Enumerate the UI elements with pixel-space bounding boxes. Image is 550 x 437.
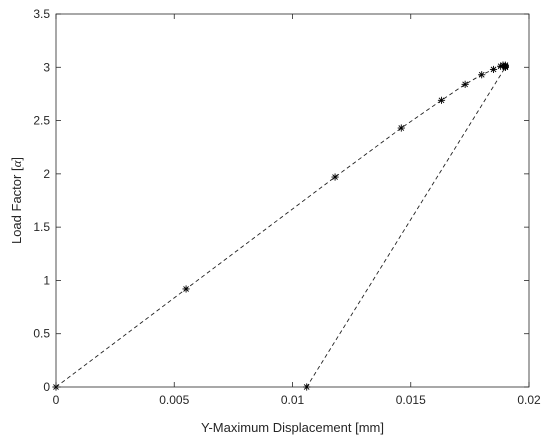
y-tick-label: 2.5 <box>33 114 50 128</box>
y-axis-label: Load Factor [α] <box>9 157 24 244</box>
x-tick-label: 0.01 <box>281 393 305 407</box>
data-point-marker <box>461 80 469 88</box>
y-tick-label: 3.5 <box>33 7 50 21</box>
data-point-marker <box>182 285 190 293</box>
data-point-marker <box>478 71 486 79</box>
data-point-marker <box>331 173 339 181</box>
data-point-marker <box>437 96 446 104</box>
data-point-marker <box>397 124 405 132</box>
x-tick-label: 0.005 <box>159 393 189 407</box>
y-tick-label: 3 <box>43 60 50 74</box>
x-tick-label: 0.02 <box>517 393 541 407</box>
axis-ticks: 0 0.005 0.01 0.015 0.02 0 0.5 1 1.5 2 2.5 3 3.5 <box>33 7 541 407</box>
y-tick-label: 0.5 <box>33 327 50 341</box>
x-axis-label: Y-Maximum Displacement [mm] <box>201 420 384 435</box>
data-point-marker <box>501 63 509 71</box>
data-point-marker <box>489 65 498 74</box>
y-tick-label: 1 <box>43 273 50 287</box>
data-point-marker <box>303 383 311 391</box>
y-tick-label: 1.5 <box>33 220 50 234</box>
y-axis-label-symbol: α <box>9 159 24 167</box>
y-axis-label-prefix: Load Factor [ <box>9 167 24 244</box>
x-tick-label: 0 <box>53 393 60 407</box>
x-tick-label: 0.015 <box>396 393 426 407</box>
y-tick-label: 0 <box>43 380 50 394</box>
y-tick-label: 2 <box>43 167 50 181</box>
y-axis-label-suffix: ] <box>9 157 24 161</box>
